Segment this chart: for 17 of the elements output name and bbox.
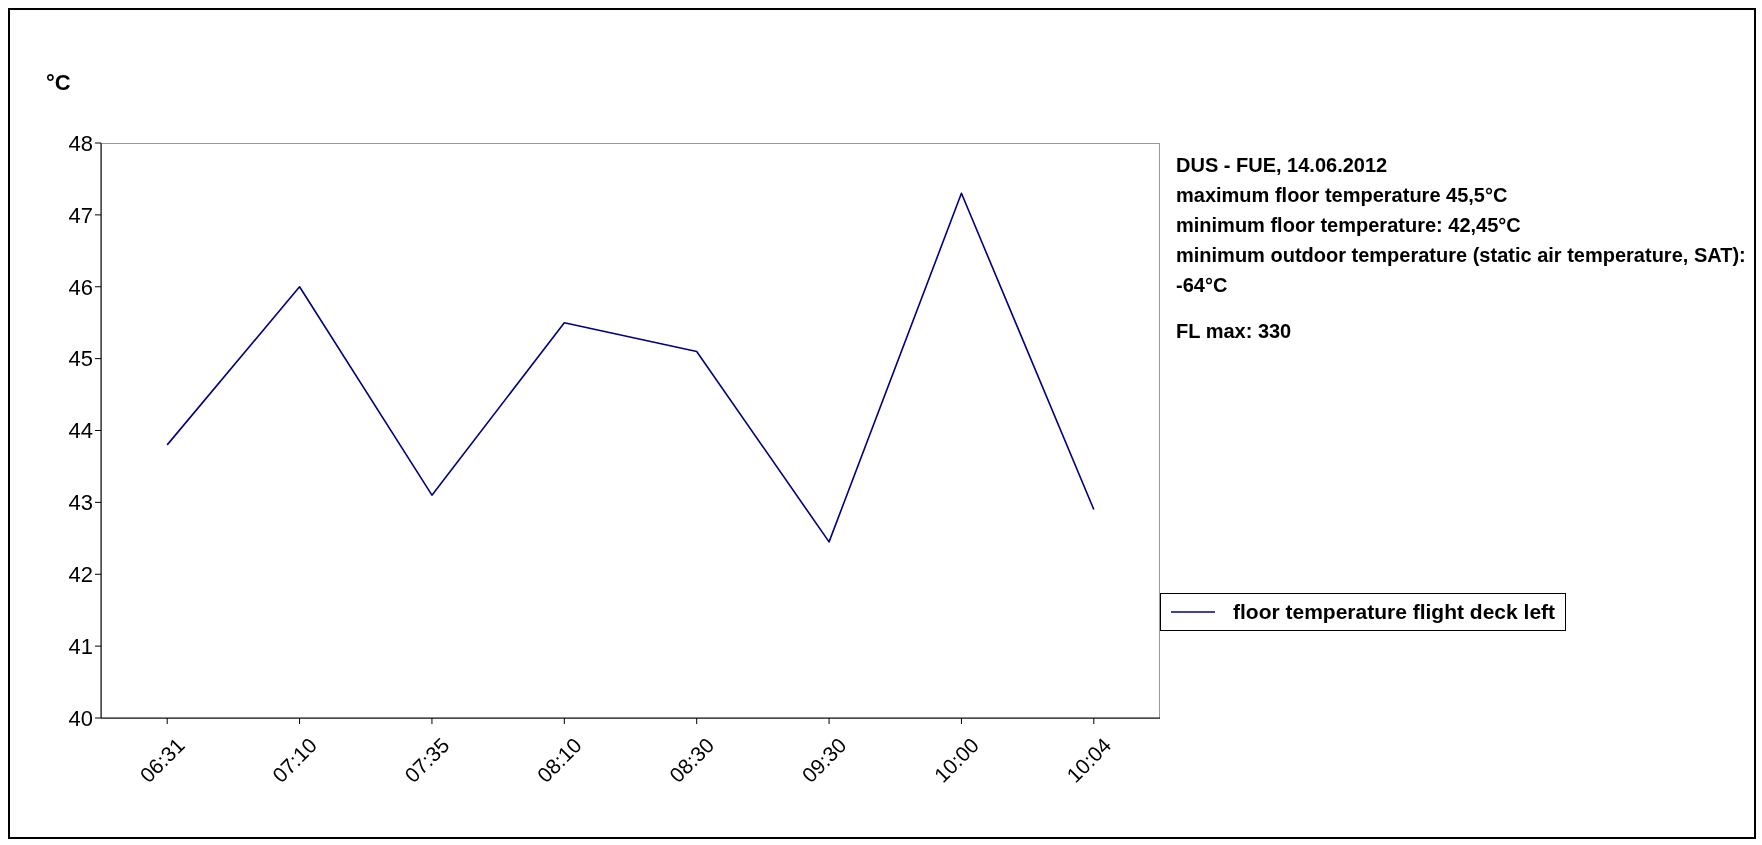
y-tick-label: 47 <box>68 202 93 228</box>
y-tick-label: 41 <box>68 633 93 659</box>
text: minimum outdoor temperature (static air temperature, SAT): -64°C <box>1176 243 1747 298</box>
y-tick-label: 45 <box>68 346 93 372</box>
y-tick-label: 42 <box>68 562 93 588</box>
text: FL max: 330 <box>1176 319 1293 344</box>
y-tick-label: 44 <box>68 418 93 444</box>
y-axis-title: °C <box>46 70 71 96</box>
legend-label: floor temperature flight deck left <box>1233 600 1556 624</box>
y-tick-label: 46 <box>68 274 93 300</box>
y-tick-label: 48 <box>68 130 93 156</box>
text: maximum floor temperature 45,5°C <box>1176 183 1509 208</box>
y-tick-label: 40 <box>68 705 93 731</box>
line-series <box>166 192 1095 543</box>
y-tick-label: 43 <box>68 490 93 516</box>
text: minimum floor temperature: 42,45°C <box>1176 213 1522 238</box>
text: DUS - FUE, 14.06.2012 <box>1176 153 1389 178</box>
